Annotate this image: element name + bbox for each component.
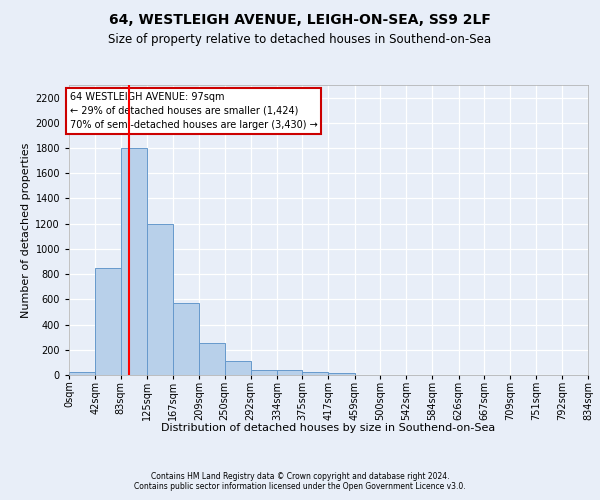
Bar: [277, 370, 302, 375]
Bar: [224, 360, 251, 375]
X-axis label: Distribution of detached houses by size in Southend-on-Sea: Distribution of detached houses by size …: [161, 422, 496, 432]
Bar: [329, 373, 355, 375]
Text: 64 WESTLEIGH AVENUE: 97sqm
← 29% of detached houses are smaller (1,424)
70% of s: 64 WESTLEIGH AVENUE: 97sqm ← 29% of deta…: [70, 92, 317, 130]
Bar: [147, 224, 173, 375]
Y-axis label: Number of detached properties: Number of detached properties: [21, 142, 31, 318]
Bar: [95, 268, 121, 375]
Bar: [302, 372, 329, 375]
Text: Size of property relative to detached houses in Southend-on-Sea: Size of property relative to detached ho…: [109, 32, 491, 46]
Text: Contains HM Land Registry data © Crown copyright and database right 2024.: Contains HM Land Registry data © Crown c…: [151, 472, 449, 481]
Bar: [251, 370, 277, 375]
Bar: [121, 148, 147, 375]
Text: Contains public sector information licensed under the Open Government Licence v3: Contains public sector information licen…: [134, 482, 466, 491]
Bar: [199, 343, 224, 375]
Bar: [173, 302, 199, 375]
Text: 64, WESTLEIGH AVENUE, LEIGH-ON-SEA, SS9 2LF: 64, WESTLEIGH AVENUE, LEIGH-ON-SEA, SS9 …: [109, 12, 491, 26]
Bar: [69, 372, 95, 375]
